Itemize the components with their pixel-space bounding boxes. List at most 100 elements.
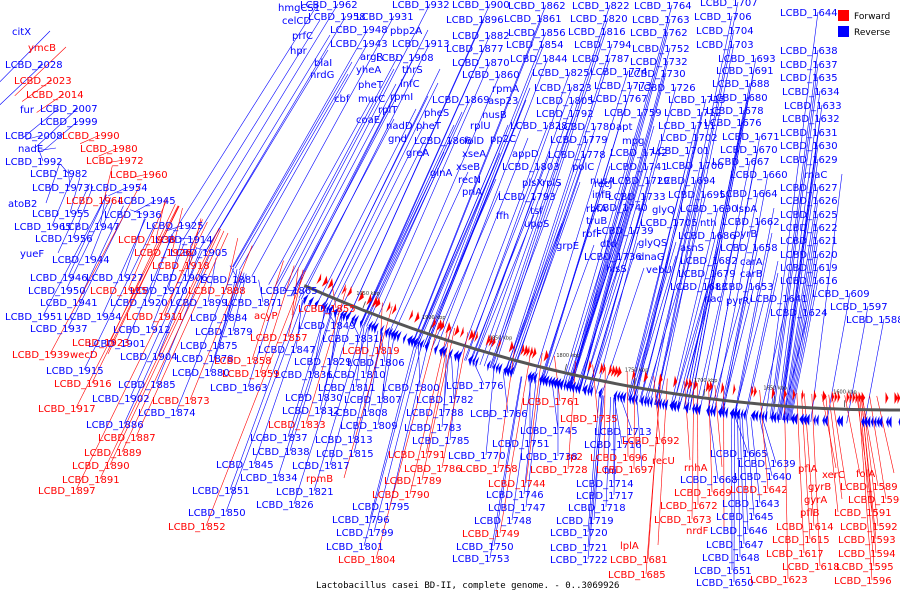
leader-line bbox=[290, 56, 415, 296]
reverse-gene-arrow bbox=[413, 337, 419, 349]
gene-label: LCBD_1778 bbox=[548, 150, 606, 161]
reverse-gene-arrow bbox=[303, 294, 309, 306]
leader-line bbox=[750, 417, 761, 504]
forward-gene-arrow bbox=[520, 343, 525, 356]
gene-label: pflA bbox=[798, 464, 818, 475]
gene-label: LCBD_1870 bbox=[452, 58, 510, 69]
reverse-gene-arrow bbox=[712, 405, 717, 418]
gene-label: LCBD_1962 bbox=[300, 0, 358, 11]
gene-label: LCBD_1619 bbox=[780, 263, 838, 274]
forward-gene-arrow bbox=[861, 391, 866, 404]
leader-line bbox=[734, 232, 773, 416]
gene-label: LCBD_1783 bbox=[404, 423, 462, 434]
gene-label: LCBD_1700 bbox=[666, 161, 724, 172]
leader-line bbox=[582, 229, 635, 392]
leader-line bbox=[65, 197, 111, 291]
leader-line bbox=[209, 272, 245, 373]
gene-label: LCBD_1640 bbox=[734, 472, 792, 483]
gene-label: LCBD_1647 bbox=[706, 540, 764, 551]
leader-line bbox=[469, 195, 537, 363]
gene-label: LCBD_1620 bbox=[780, 250, 838, 261]
leader-line bbox=[125, 234, 174, 344]
gene-label: LCBD_1707 bbox=[700, 0, 758, 9]
gene-label: LCBD_1794 bbox=[574, 40, 632, 51]
forward-gene-arrow bbox=[491, 335, 496, 348]
reverse-gene-arrow bbox=[417, 338, 422, 350]
leader-line bbox=[292, 29, 429, 296]
gene-label: argR bbox=[360, 52, 383, 63]
leader-line bbox=[225, 300, 305, 513]
leader-line bbox=[435, 57, 549, 352]
gene-label: LCBD_1733 bbox=[608, 192, 666, 203]
gene-label: xseB bbox=[456, 162, 480, 173]
gene-label: LCBD_1992 bbox=[5, 157, 63, 168]
forward-gene-arrow bbox=[508, 340, 514, 353]
leader-line bbox=[737, 415, 741, 558]
leader-line bbox=[366, 98, 471, 327]
gene-label: LCBD_1871 bbox=[225, 298, 283, 309]
leader-line bbox=[38, 148, 44, 162]
forward-gene-arrow bbox=[894, 391, 898, 404]
gene-label: LCBD_1688 bbox=[712, 79, 770, 90]
gene-label: LCBD_1717 bbox=[576, 491, 634, 502]
gene-label: LCBD_1692 bbox=[622, 436, 680, 447]
leader-line bbox=[782, 311, 809, 421]
leader-line bbox=[75, 205, 179, 409]
forward-gene-arrow bbox=[431, 317, 436, 329]
reverse-gene-arrow bbox=[493, 361, 497, 374]
forward-gene-arrow bbox=[414, 311, 420, 323]
gene-label: nadD bbox=[386, 121, 413, 132]
leader-line bbox=[134, 199, 157, 213]
leader-line bbox=[199, 34, 331, 250]
gene-label: rplS bbox=[542, 178, 562, 189]
forward-gene-arrow bbox=[834, 390, 838, 403]
leader-line bbox=[0, 30, 51, 83]
leader-line bbox=[259, 265, 295, 374]
gene-label: LCBD_1645 bbox=[716, 512, 774, 523]
leader-line bbox=[409, 325, 449, 495]
gene-label: rbfF bbox=[582, 229, 602, 240]
gene-label: LCBD_1863 bbox=[210, 383, 268, 394]
gene-label: LCBD_1935 bbox=[90, 286, 148, 297]
gene-label: plsX bbox=[522, 178, 543, 189]
gene-label: dtd bbox=[600, 239, 617, 250]
reverse-gene-arrow bbox=[631, 393, 636, 406]
forward-gene-arrow bbox=[858, 391, 862, 404]
reverse-gene-arrow bbox=[863, 415, 868, 428]
gene-label: gyrB bbox=[808, 482, 831, 493]
forward-gene-arrow bbox=[837, 391, 841, 404]
leader-line bbox=[869, 395, 887, 500]
kbp-tick-mark bbox=[633, 378, 636, 386]
leader-line bbox=[575, 255, 623, 390]
leader-line bbox=[489, 4, 611, 368]
leader-line bbox=[150, 241, 186, 330]
leader-line bbox=[377, 336, 395, 426]
forward-gene-arrow bbox=[750, 385, 754, 398]
reverse-gene-arrow bbox=[617, 390, 621, 403]
leader-line bbox=[103, 165, 113, 201]
gene-label: LCBD_1592 bbox=[840, 522, 898, 533]
kbp-tick-mark bbox=[496, 346, 499, 354]
gene-label: LCBD_1650 bbox=[696, 578, 754, 589]
forward-gene-arrow bbox=[831, 390, 835, 403]
leader-line bbox=[130, 209, 143, 215]
reverse-gene-arrow bbox=[743, 408, 747, 421]
leader-line bbox=[722, 173, 769, 415]
forward-gene-arrow bbox=[371, 295, 378, 308]
forward-gene-arrow bbox=[643, 370, 648, 383]
reverse-gene-arrow bbox=[533, 372, 538, 385]
gene-label: LCBD_1732 bbox=[630, 57, 688, 68]
gene-label: LCBD_1862 bbox=[508, 1, 566, 12]
leader-line bbox=[552, 384, 559, 431]
leader-line bbox=[511, 379, 532, 521]
gene-label: LCBD_1855 bbox=[298, 304, 356, 315]
leader-line bbox=[232, 28, 369, 267]
leader-line bbox=[352, 330, 379, 440]
leader-line bbox=[746, 416, 755, 517]
leader-line bbox=[129, 247, 197, 399]
forward-gene-arrow bbox=[705, 380, 710, 393]
leader-line bbox=[628, 221, 679, 401]
gene-label: hmgCS1 bbox=[278, 3, 320, 14]
leader-line bbox=[765, 11, 819, 419]
reverse-gene-arrow bbox=[676, 400, 681, 413]
